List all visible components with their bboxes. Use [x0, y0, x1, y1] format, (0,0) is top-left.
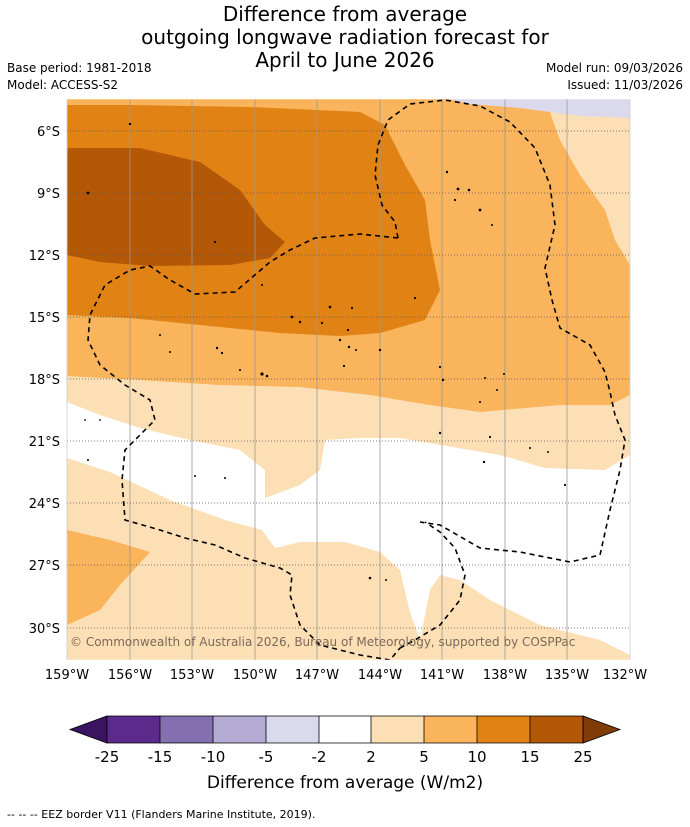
- colorbar-tick-label: -10: [201, 748, 226, 766]
- lon-tick-label: 159°W: [45, 668, 89, 683]
- eez-footnote: -- -- -- EEZ border V11 (Flanders Marine…: [7, 808, 316, 821]
- base-period: Base period: 1981-2018: [7, 61, 152, 75]
- model-run: Model run: 09/03/2026: [545, 61, 683, 75]
- lat-tick-label: 21°S: [29, 435, 60, 450]
- colorbar: -25 -15 -10 -5 -2 2 5 10 15 25 Differenc…: [68, 715, 622, 793]
- longitude-axis: 159°W 156°W 153°W 150°W 147°W 144°W 141°…: [45, 668, 647, 683]
- colorbar-tick-label: 5: [419, 748, 429, 766]
- colorbar-tick-label: -5: [259, 748, 274, 766]
- meta-right: Model run: 09/03/2026 Issued: 11/03/2026: [546, 60, 683, 94]
- colorbar-segment: [266, 716, 319, 743]
- colorbar-extend-min: [68, 715, 108, 744]
- colorbar-tick-label: 2: [366, 748, 376, 766]
- lat-tick-label: 12°S: [29, 249, 60, 264]
- anomaly-band-negative: [448, 99, 630, 118]
- colorbar-tick-label: -15: [148, 748, 173, 766]
- latitude-gridlines: [67, 130, 630, 629]
- island-marks: [84, 122, 567, 581]
- lat-tick-label: 15°S: [29, 311, 60, 326]
- lat-tick-label: 27°S: [29, 559, 60, 574]
- forecast-map: © Commonwealth of Australia 2026, Bureau…: [29, 98, 647, 793]
- anomaly-band-5-10-south: [67, 530, 150, 625]
- anomaly-band-2-5-south: [67, 458, 630, 660]
- anomaly-band-15-25: [67, 148, 285, 266]
- lat-tick-label: 30°S: [29, 622, 60, 637]
- copyright-notice: © Commonwealth of Australia 2026, Bureau…: [70, 635, 575, 649]
- issued-date: Issued: 11/03/2026: [567, 78, 683, 92]
- colorbar-segment: [160, 716, 213, 743]
- colorbar-tick-label: 25: [573, 748, 592, 766]
- title-line-1: Difference from average: [222, 2, 468, 26]
- colorbar-segment: [213, 716, 266, 743]
- lon-tick-label: 144°W: [358, 668, 402, 683]
- colorbar-dividers: [106, 715, 584, 744]
- colorbar-segment: [319, 716, 371, 743]
- lat-tick-label: 24°S: [29, 497, 60, 512]
- lat-tick-label: 9°S: [37, 187, 60, 202]
- lon-tick-label: 132°W: [603, 668, 647, 683]
- colorbar-tick-label: -2: [312, 748, 327, 766]
- colorbar-segment: [530, 716, 583, 743]
- colorbar-ticks: -25 -15 -10 -5 -2 2 5 10 15 25: [95, 748, 593, 766]
- colorbar-extend-max: [582, 715, 622, 744]
- eez-borders: [87, 99, 626, 660]
- colorbar-segment: [371, 716, 424, 743]
- map-frame: [66, 98, 631, 661]
- colorbar-tick-label: -25: [95, 748, 120, 766]
- lon-tick-label: 135°W: [545, 668, 589, 683]
- colorbar-label: Difference from average (W/m2): [207, 773, 483, 793]
- colorbar-segment: [424, 716, 477, 743]
- lon-tick-label: 147°W: [295, 668, 339, 683]
- lat-tick-label: 6°S: [37, 125, 60, 140]
- colorbar-segment: [107, 716, 160, 743]
- lon-tick-label: 141°W: [420, 668, 464, 683]
- eez-border-pitcairn: [399, 521, 466, 649]
- title-line-3: April to June 2026: [255, 48, 435, 72]
- meta-left: Base period: 1981-2018 Model: ACCESS-S2: [7, 60, 152, 94]
- anomaly-field: [67, 99, 630, 660]
- eez-border-french-polynesia: [374, 99, 626, 563]
- latitude-axis: 6°S 9°S 12°S 15°S 18°S 21°S 24°S 27°S 30…: [29, 125, 60, 637]
- lon-tick-label: 156°W: [108, 668, 152, 683]
- colorbar-segment: [477, 716, 530, 743]
- lon-tick-label: 138°W: [483, 668, 527, 683]
- lat-tick-label: 18°S: [29, 373, 60, 388]
- lon-tick-label: 153°W: [170, 668, 214, 683]
- eez-border-cook-islands: [87, 233, 401, 660]
- title-line-2: outgoing longwave radiation forecast for: [141, 25, 549, 49]
- colorbar-tick-label: 10: [467, 748, 486, 766]
- colorbar-tick-label: 15: [520, 748, 539, 766]
- lon-tick-label: 150°W: [233, 668, 277, 683]
- model-name: Model: ACCESS-S2: [7, 78, 119, 92]
